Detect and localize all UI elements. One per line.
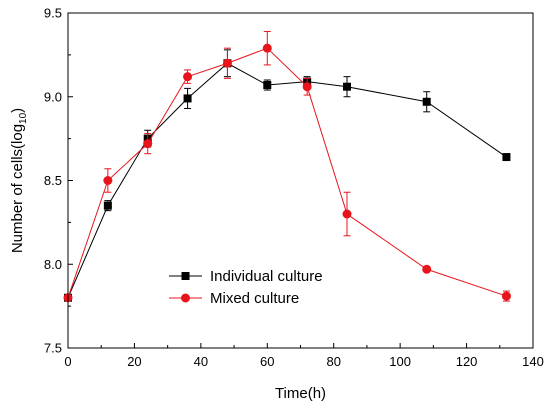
data-point [343,82,351,91]
data-point [143,139,153,149]
y-tick-label: 9.0 [44,89,62,104]
data-point [222,58,232,68]
y-axis-title-close: ) [9,108,26,113]
y-axis-title-subscript: 10 [18,112,29,124]
legend: Individual culture Mixed culture [169,268,323,307]
data-point [302,82,312,92]
data-point [342,209,352,219]
data-point [422,97,431,106]
data-point [502,153,511,162]
x-tick-label: 0 [64,354,71,369]
y-axis-title: Number of cells(log10) [9,108,29,253]
x-tick-label: 60 [260,354,274,369]
y-tick-label: 9.5 [44,6,62,21]
legend-item-individual: Individual culture [169,268,323,285]
series-line [67,62,507,298]
plot-area [63,30,511,303]
legend-marker-square [181,272,190,280]
y-tick-label: 8.0 [44,257,62,272]
plot-frame [67,12,534,349]
data-point [422,264,432,274]
x-tick-label: 80 [326,354,340,369]
x-tick-label: 20 [127,354,141,369]
legend-label-individual: Individual culture [210,268,323,285]
x-tick-label: 120 [456,354,478,369]
y-tick-label: 7.5 [44,341,62,356]
legend-marker-circle [181,293,190,303]
x-axis-title: Time(h) [275,385,326,402]
legend-label-mixed: Mixed culture [210,290,299,307]
series-line [67,47,507,298]
legend-item-mixed: Mixed culture [169,290,299,307]
data-point [103,201,112,210]
series-mixed [63,30,511,303]
series-individual [64,49,511,302]
x-tick-label: 100 [389,354,411,369]
x-tick-label: 140 [522,354,544,369]
data-point [183,72,193,82]
data-point [263,81,272,90]
data-point [501,291,511,301]
x-tick-label: 40 [194,354,208,369]
data-point [183,94,192,103]
y-tick-label: 8.5 [44,173,62,188]
data-point [262,43,272,53]
axis-ticks: 0 20 40 60 80 100 120 140 7.5 8.0 8.5 9.0 9.5 [44,6,544,370]
y-axis-title-main: Number of cells(log [9,124,26,253]
data-point [103,176,113,185]
